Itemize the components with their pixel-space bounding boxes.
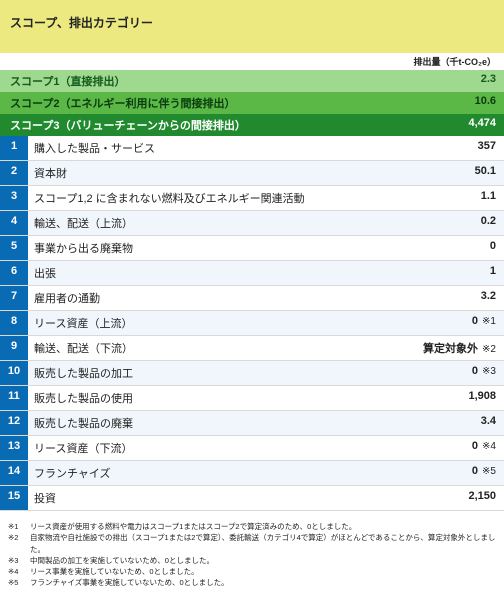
footnote-text: 中間製品の加工を実施していないため、0としました。 — [30, 555, 214, 566]
footnote: ※3中間製品の加工を実施していないため、0としました。 — [8, 555, 496, 566]
row-value: 0※1 — [394, 311, 504, 335]
row-value: 0※3 — [394, 361, 504, 385]
table-row: 5事業から出る廃棄物0 — [0, 236, 504, 261]
row-label: 販売した製品の加工 — [28, 361, 394, 385]
table-row: 14フランチャイズ0※5 — [0, 461, 504, 486]
row-number: 9 — [0, 336, 28, 360]
table-row: 12販売した製品の廃棄3.4 — [0, 411, 504, 436]
footnote: ※2自家物流や自社施設での排出（スコープ1または2で算定）、委託輸送（カテゴリ4… — [8, 532, 496, 555]
row-value: 0※4 — [394, 436, 504, 460]
row-value: 1,908 — [394, 386, 504, 410]
table-row: 8リース資産（上流）0※1 — [0, 311, 504, 336]
footnote: ※5フランチャイズ事業を実施していないため、0としました。 — [8, 577, 496, 588]
row-label: リース資産（下流） — [28, 436, 394, 460]
footnote-mark: ※3 — [8, 555, 30, 566]
row-label: 資本財 — [28, 161, 394, 185]
note-ref: ※5 — [482, 466, 496, 477]
row-number: 11 — [0, 386, 28, 410]
table-row: 1購入した製品・サービス357 — [0, 136, 504, 161]
row-value: 3.2 — [394, 286, 504, 310]
row-number: 15 — [0, 486, 28, 510]
footnote-text: リース資産が使用する燃料や電力はスコープ1またはスコープ2で算定済みのため、0と… — [30, 521, 356, 532]
table-row: 7雇用者の通勤3.2 — [0, 286, 504, 311]
row-number: 4 — [0, 211, 28, 235]
row-label: 輸送、配送（下流） — [28, 336, 394, 360]
row-number: 2 — [0, 161, 28, 185]
table-row: 6出張1 — [0, 261, 504, 286]
scope3-value: 4,474 — [468, 117, 496, 133]
row-value: 算定対象外※2 — [394, 336, 504, 360]
row-value: 3.4 — [394, 411, 504, 435]
scope1-row: スコープ1（直接排出） 2.3 — [0, 70, 504, 92]
row-number: 12 — [0, 411, 28, 435]
table-row: 11販売した製品の使用1,908 — [0, 386, 504, 411]
footnote-mark: ※5 — [8, 577, 30, 588]
row-number: 1 — [0, 136, 28, 160]
row-number: 14 — [0, 461, 28, 485]
footnote: ※1リース資産が使用する燃料や電力はスコープ1またはスコープ2で算定済みのため、… — [8, 521, 496, 532]
row-label: 雇用者の通勤 — [28, 286, 394, 310]
row-label: 投資 — [28, 486, 394, 510]
row-number: 8 — [0, 311, 28, 335]
note-ref: ※3 — [482, 366, 496, 377]
row-value: 2,150 — [394, 486, 504, 510]
row-label: リース資産（上流） — [28, 311, 394, 335]
scope2-value: 10.6 — [475, 95, 496, 111]
table-row: 4輸送、配送（上流）0.2 — [0, 211, 504, 236]
row-label: スコープ1,2 に含まれない燃料及びエネルギー関連活動 — [28, 186, 394, 210]
scope1-label: スコープ1（直接排出） — [10, 73, 125, 89]
row-number: 13 — [0, 436, 28, 460]
row-label: フランチャイズ — [28, 461, 394, 485]
row-number: 7 — [0, 286, 28, 310]
row-value: 0.2 — [394, 211, 504, 235]
row-value: 0 — [394, 236, 504, 260]
row-value: 0※5 — [394, 461, 504, 485]
scope2-row: スコープ2（エネルギー利用に伴う間接排出） 10.6 — [0, 92, 504, 114]
table-row: 10販売した製品の加工0※3 — [0, 361, 504, 386]
header-title: スコープ、排出カテゴリー — [10, 14, 494, 31]
table-row: 9輸送、配送（下流）算定対象外※2 — [0, 336, 504, 361]
unit-label: 排出量（千t-CO₂e） — [0, 53, 504, 70]
row-number: 3 — [0, 186, 28, 210]
row-value: 357 — [394, 136, 504, 160]
footnotes: ※1リース資産が使用する燃料や電力はスコープ1またはスコープ2で算定済みのため、… — [0, 511, 504, 599]
table-row: 3スコープ1,2 に含まれない燃料及びエネルギー関連活動1.1 — [0, 186, 504, 211]
row-number: 10 — [0, 361, 28, 385]
note-ref: ※4 — [482, 441, 496, 452]
scope2-label: スコープ2（エネルギー利用に伴う間接排出） — [10, 95, 235, 111]
row-number: 6 — [0, 261, 28, 285]
row-value: 1.1 — [394, 186, 504, 210]
row-label: 事業から出る廃棄物 — [28, 236, 394, 260]
row-number: 5 — [0, 236, 28, 260]
footnote-mark: ※1 — [8, 521, 30, 532]
row-label: 輸送、配送（上流） — [28, 211, 394, 235]
header-block: スコープ、排出カテゴリー — [0, 0, 504, 53]
category-table: 1購入した製品・サービス3572資本財50.13スコープ1,2 に含まれない燃料… — [0, 136, 504, 511]
footnote-text: フランチャイズ事業を実施していないため、0としました。 — [30, 577, 229, 588]
footnote-text: リース事業を実施していないため、0としました。 — [30, 566, 199, 577]
row-value: 1 — [394, 261, 504, 285]
row-label: 販売した製品の廃棄 — [28, 411, 394, 435]
note-ref: ※1 — [482, 316, 496, 327]
scope3-label: スコープ3（バリューチェーンからの間接排出） — [10, 117, 246, 133]
table-row: 15投資2,150 — [0, 486, 504, 511]
footnote: ※4リース事業を実施していないため、0としました。 — [8, 566, 496, 577]
scope1-value: 2.3 — [481, 73, 496, 89]
table-row: 13リース資産（下流）0※4 — [0, 436, 504, 461]
scope3-row: スコープ3（バリューチェーンからの間接排出） 4,474 — [0, 114, 504, 136]
row-label: 購入した製品・サービス — [28, 136, 394, 160]
footnote-mark: ※4 — [8, 566, 30, 577]
footnote-text: 自家物流や自社施設での排出（スコープ1または2で算定）、委託輸送（カテゴリ4で算… — [30, 532, 496, 555]
row-value: 50.1 — [394, 161, 504, 185]
row-label: 販売した製品の使用 — [28, 386, 394, 410]
table-row: 2資本財50.1 — [0, 161, 504, 186]
footnote-mark: ※2 — [8, 532, 30, 555]
note-ref: ※2 — [482, 344, 496, 355]
row-label: 出張 — [28, 261, 394, 285]
